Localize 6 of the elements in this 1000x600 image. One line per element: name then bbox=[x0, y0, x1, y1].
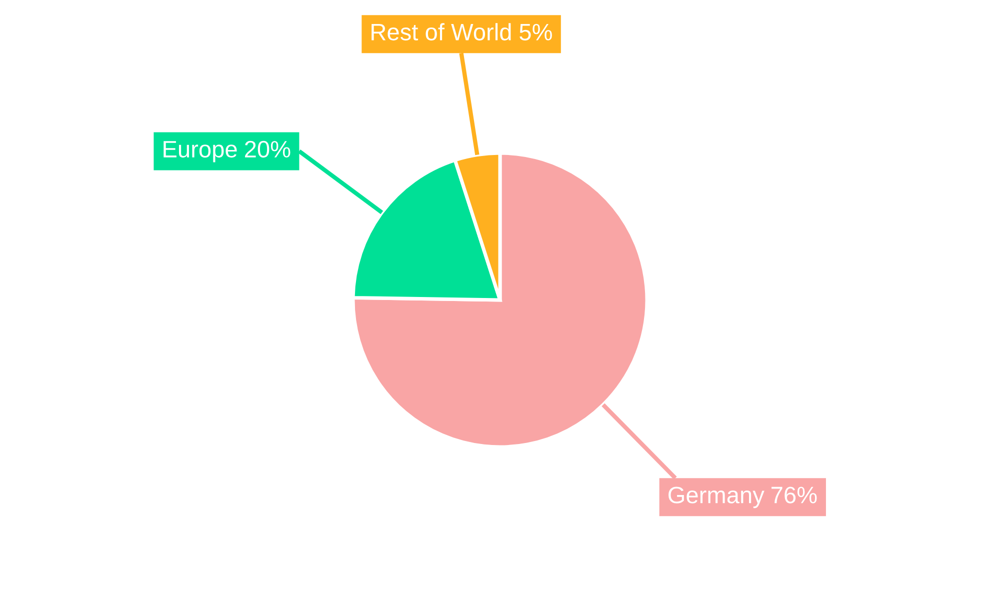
slice-label: Germany bbox=[668, 486, 764, 508]
data-label: 76% bbox=[772, 486, 817, 504]
slice-label: Rest of World bbox=[372, 23, 511, 40]
data-label: 20% bbox=[245, 140, 290, 158]
slice-label: Europe bbox=[164, 141, 237, 162]
data-label: 5% bbox=[520, 24, 552, 40]
